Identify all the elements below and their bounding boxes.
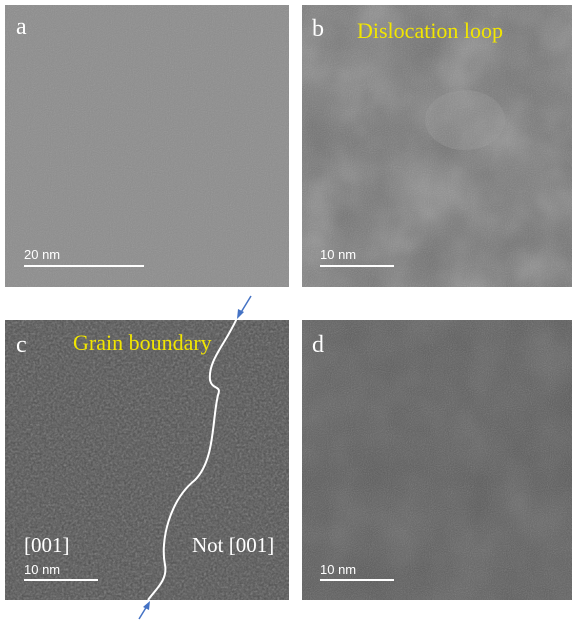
panel-label: c — [16, 332, 27, 358]
texture — [302, 320, 572, 600]
panel-title: Dislocation loop — [357, 18, 503, 43]
texture — [5, 320, 289, 600]
panel-a: a 20 nm — [5, 5, 289, 287]
scale-bar-label: 10 nm — [24, 562, 60, 577]
texture — [5, 5, 289, 287]
scale-bar-label: 10 nm — [320, 562, 356, 577]
panel-title: Grain boundary — [73, 330, 212, 355]
figure: a 20 nm b Dislocation loop 10 nm c Grain… — [0, 0, 574, 620]
panel-b: b Dislocation loop 10 nm — [302, 5, 572, 287]
panel-d: d 10 nm — [302, 320, 572, 600]
panel-label: a — [16, 14, 27, 40]
scale-bar-label: 10 nm — [320, 247, 356, 262]
orientation-label: Not [001] — [192, 533, 274, 557]
panel-label: d — [312, 332, 324, 358]
scale-bar-label: 20 nm — [24, 247, 60, 262]
orientation-label: [001] — [24, 533, 70, 557]
panel-c: c Grain boundary [001] Not [001] 10 nm — [5, 296, 289, 619]
arrowhead — [143, 601, 150, 610]
panel-label: b — [312, 16, 324, 42]
texture — [302, 5, 572, 287]
